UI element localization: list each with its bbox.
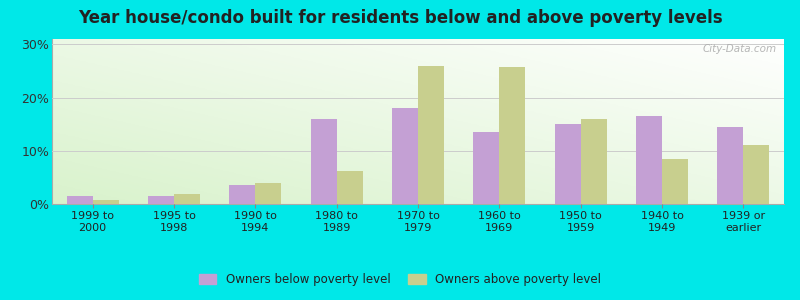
Bar (310, 119, 337, 204)
Bar (230, 185, 255, 204)
Bar (418, 66, 444, 204)
Bar (743, 146, 770, 204)
Bar (93, 200, 118, 204)
Bar (636, 116, 662, 204)
Bar (662, 159, 688, 204)
Bar (66, 196, 93, 204)
Bar (474, 132, 499, 204)
Bar (174, 194, 200, 204)
Bar (337, 171, 362, 204)
Bar (499, 67, 526, 204)
Text: Year house/condo built for residents below and above poverty levels: Year house/condo built for residents bel… (78, 9, 722, 27)
Bar (392, 108, 418, 204)
Bar (554, 124, 581, 204)
Text: City-Data.com: City-Data.com (702, 44, 777, 54)
Bar (255, 183, 282, 204)
Bar (581, 119, 606, 204)
Legend: Owners below poverty level, Owners above poverty level: Owners below poverty level, Owners above… (194, 269, 606, 291)
Bar (148, 196, 174, 204)
Bar (718, 127, 743, 204)
